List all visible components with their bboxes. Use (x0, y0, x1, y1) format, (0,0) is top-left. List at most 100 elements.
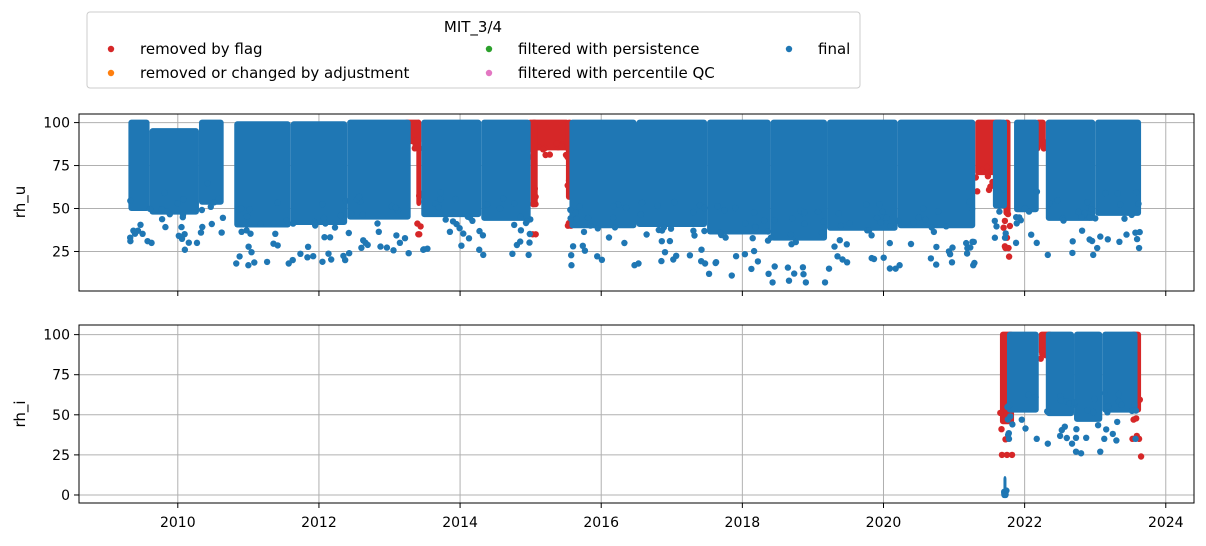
data-point-final (1132, 189, 1140, 196)
data-point-final (526, 230, 533, 238)
data-point-final (991, 217, 998, 225)
data-point-final (764, 228, 772, 235)
data-point-final (1025, 391, 1032, 398)
data-point-final (598, 256, 606, 263)
data-point-final (204, 180, 211, 187)
data-band-final-5 (347, 119, 411, 220)
data-point-final (771, 217, 778, 224)
data-point-final (933, 243, 940, 251)
data-point-final (197, 229, 205, 236)
data-point-removed-by-flag (1040, 347, 1047, 354)
data-point-removed-by-flag (1005, 253, 1013, 260)
data-point-final (219, 214, 227, 221)
data-point-final (1123, 231, 1130, 238)
data-point-final (934, 208, 942, 215)
data-point-final (364, 241, 371, 249)
data-point-final (732, 253, 740, 260)
data-point-final (193, 239, 201, 247)
data-point-removed-by-flag (1000, 224, 1007, 231)
data-point-final (721, 207, 728, 214)
data-point-final (690, 208, 697, 216)
data-point-removed-by-flag (1040, 145, 1048, 152)
data-point-final (163, 208, 171, 215)
data-band-final-13 (897, 119, 976, 229)
data-point-final (1044, 440, 1052, 447)
data-point-final (174, 200, 181, 207)
data-point-final (605, 234, 613, 241)
data-point-final (895, 217, 902, 224)
data-point-final (526, 239, 533, 246)
data-point-final (283, 217, 290, 224)
data-point-final (658, 238, 665, 245)
data-point-final (1073, 426, 1080, 433)
data-point-final (236, 253, 243, 260)
data-point-final (509, 250, 516, 257)
data-point-final (1094, 244, 1101, 252)
data-point-final (666, 237, 674, 245)
data-point-final (517, 213, 524, 220)
y-tick-label: 75 (52, 368, 70, 384)
legend-label-percentile-qc: filtered with percentile QC (518, 64, 715, 82)
data-point-final (289, 256, 296, 264)
data-point-final (237, 205, 245, 212)
data-point-final (948, 259, 956, 266)
data-point-final (825, 265, 833, 272)
data-point-final (610, 202, 617, 210)
data-band-final-4 (290, 121, 348, 226)
data-point-final (458, 242, 465, 249)
data-point-final (178, 223, 185, 231)
data-point-final (1009, 421, 1016, 428)
panel-rh-i-axes: 0 25 50 75 100 2010 2012 2014 2016 2018 2020 2022 20… (43, 324, 1195, 531)
data-point-final (274, 199, 281, 206)
data-point-final (714, 203, 721, 210)
data-point-final (130, 227, 137, 234)
data-point-final (523, 218, 531, 225)
data-point-final (137, 221, 144, 228)
data-point-final (1086, 236, 1093, 243)
data-point-removed-by-flag (553, 140, 560, 147)
data-point-final (511, 221, 518, 229)
data-point-final (139, 230, 146, 237)
data-point-final (886, 239, 893, 247)
data-point-final (717, 229, 724, 236)
data-point-final (1000, 186, 1007, 193)
data-point-final (257, 220, 264, 227)
data-point-final (233, 260, 240, 267)
data-point-final (321, 234, 328, 241)
data-point-final (511, 200, 518, 207)
panel-rh-u-data (127, 119, 1143, 286)
data-point-final (831, 243, 838, 250)
data-point-final (341, 256, 349, 264)
data-point-final (452, 195, 459, 203)
data-point-final (792, 238, 799, 246)
data-point-final (611, 224, 619, 231)
y-axis-label-rh-i: rh_i (11, 400, 30, 427)
data-point-final (576, 203, 583, 210)
data-point-final (843, 259, 851, 266)
data-point-final (769, 279, 776, 286)
data-point-final (660, 224, 668, 231)
data-point-removed-by-flag (983, 163, 991, 171)
data-point-final (638, 199, 646, 207)
data-point-final (584, 214, 592, 221)
data-point-final (245, 243, 252, 250)
data-point-final (1032, 393, 1039, 401)
data-point-final (748, 265, 755, 273)
data-point-final (322, 220, 329, 227)
data-point-final (1102, 189, 1109, 197)
data-band-removed-by-flag-1 (416, 119, 422, 207)
legend-marker-persistence (485, 45, 493, 53)
axes-frame (78, 324, 1195, 504)
data-point-final (483, 201, 491, 208)
data-point-final (637, 211, 645, 218)
data-point-removed-by-flag (1137, 453, 1145, 460)
data-point-final (360, 237, 367, 244)
data-point-removed-by-flag (564, 182, 571, 189)
data-point-final (1103, 426, 1110, 433)
data-point-final (179, 211, 187, 219)
data-point-final (996, 208, 1003, 215)
data-point-final (1118, 401, 1125, 408)
data-point-final (1057, 397, 1065, 404)
data-point-final (1018, 416, 1025, 423)
data-point-final (375, 228, 382, 235)
